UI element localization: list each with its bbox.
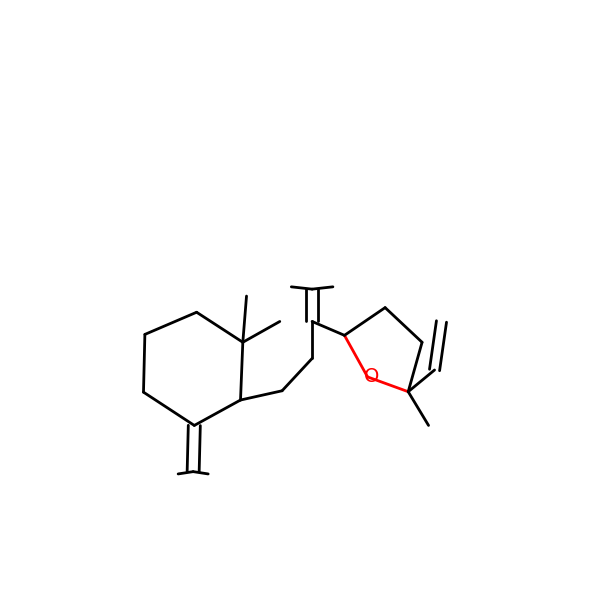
- Text: O: O: [364, 367, 379, 386]
